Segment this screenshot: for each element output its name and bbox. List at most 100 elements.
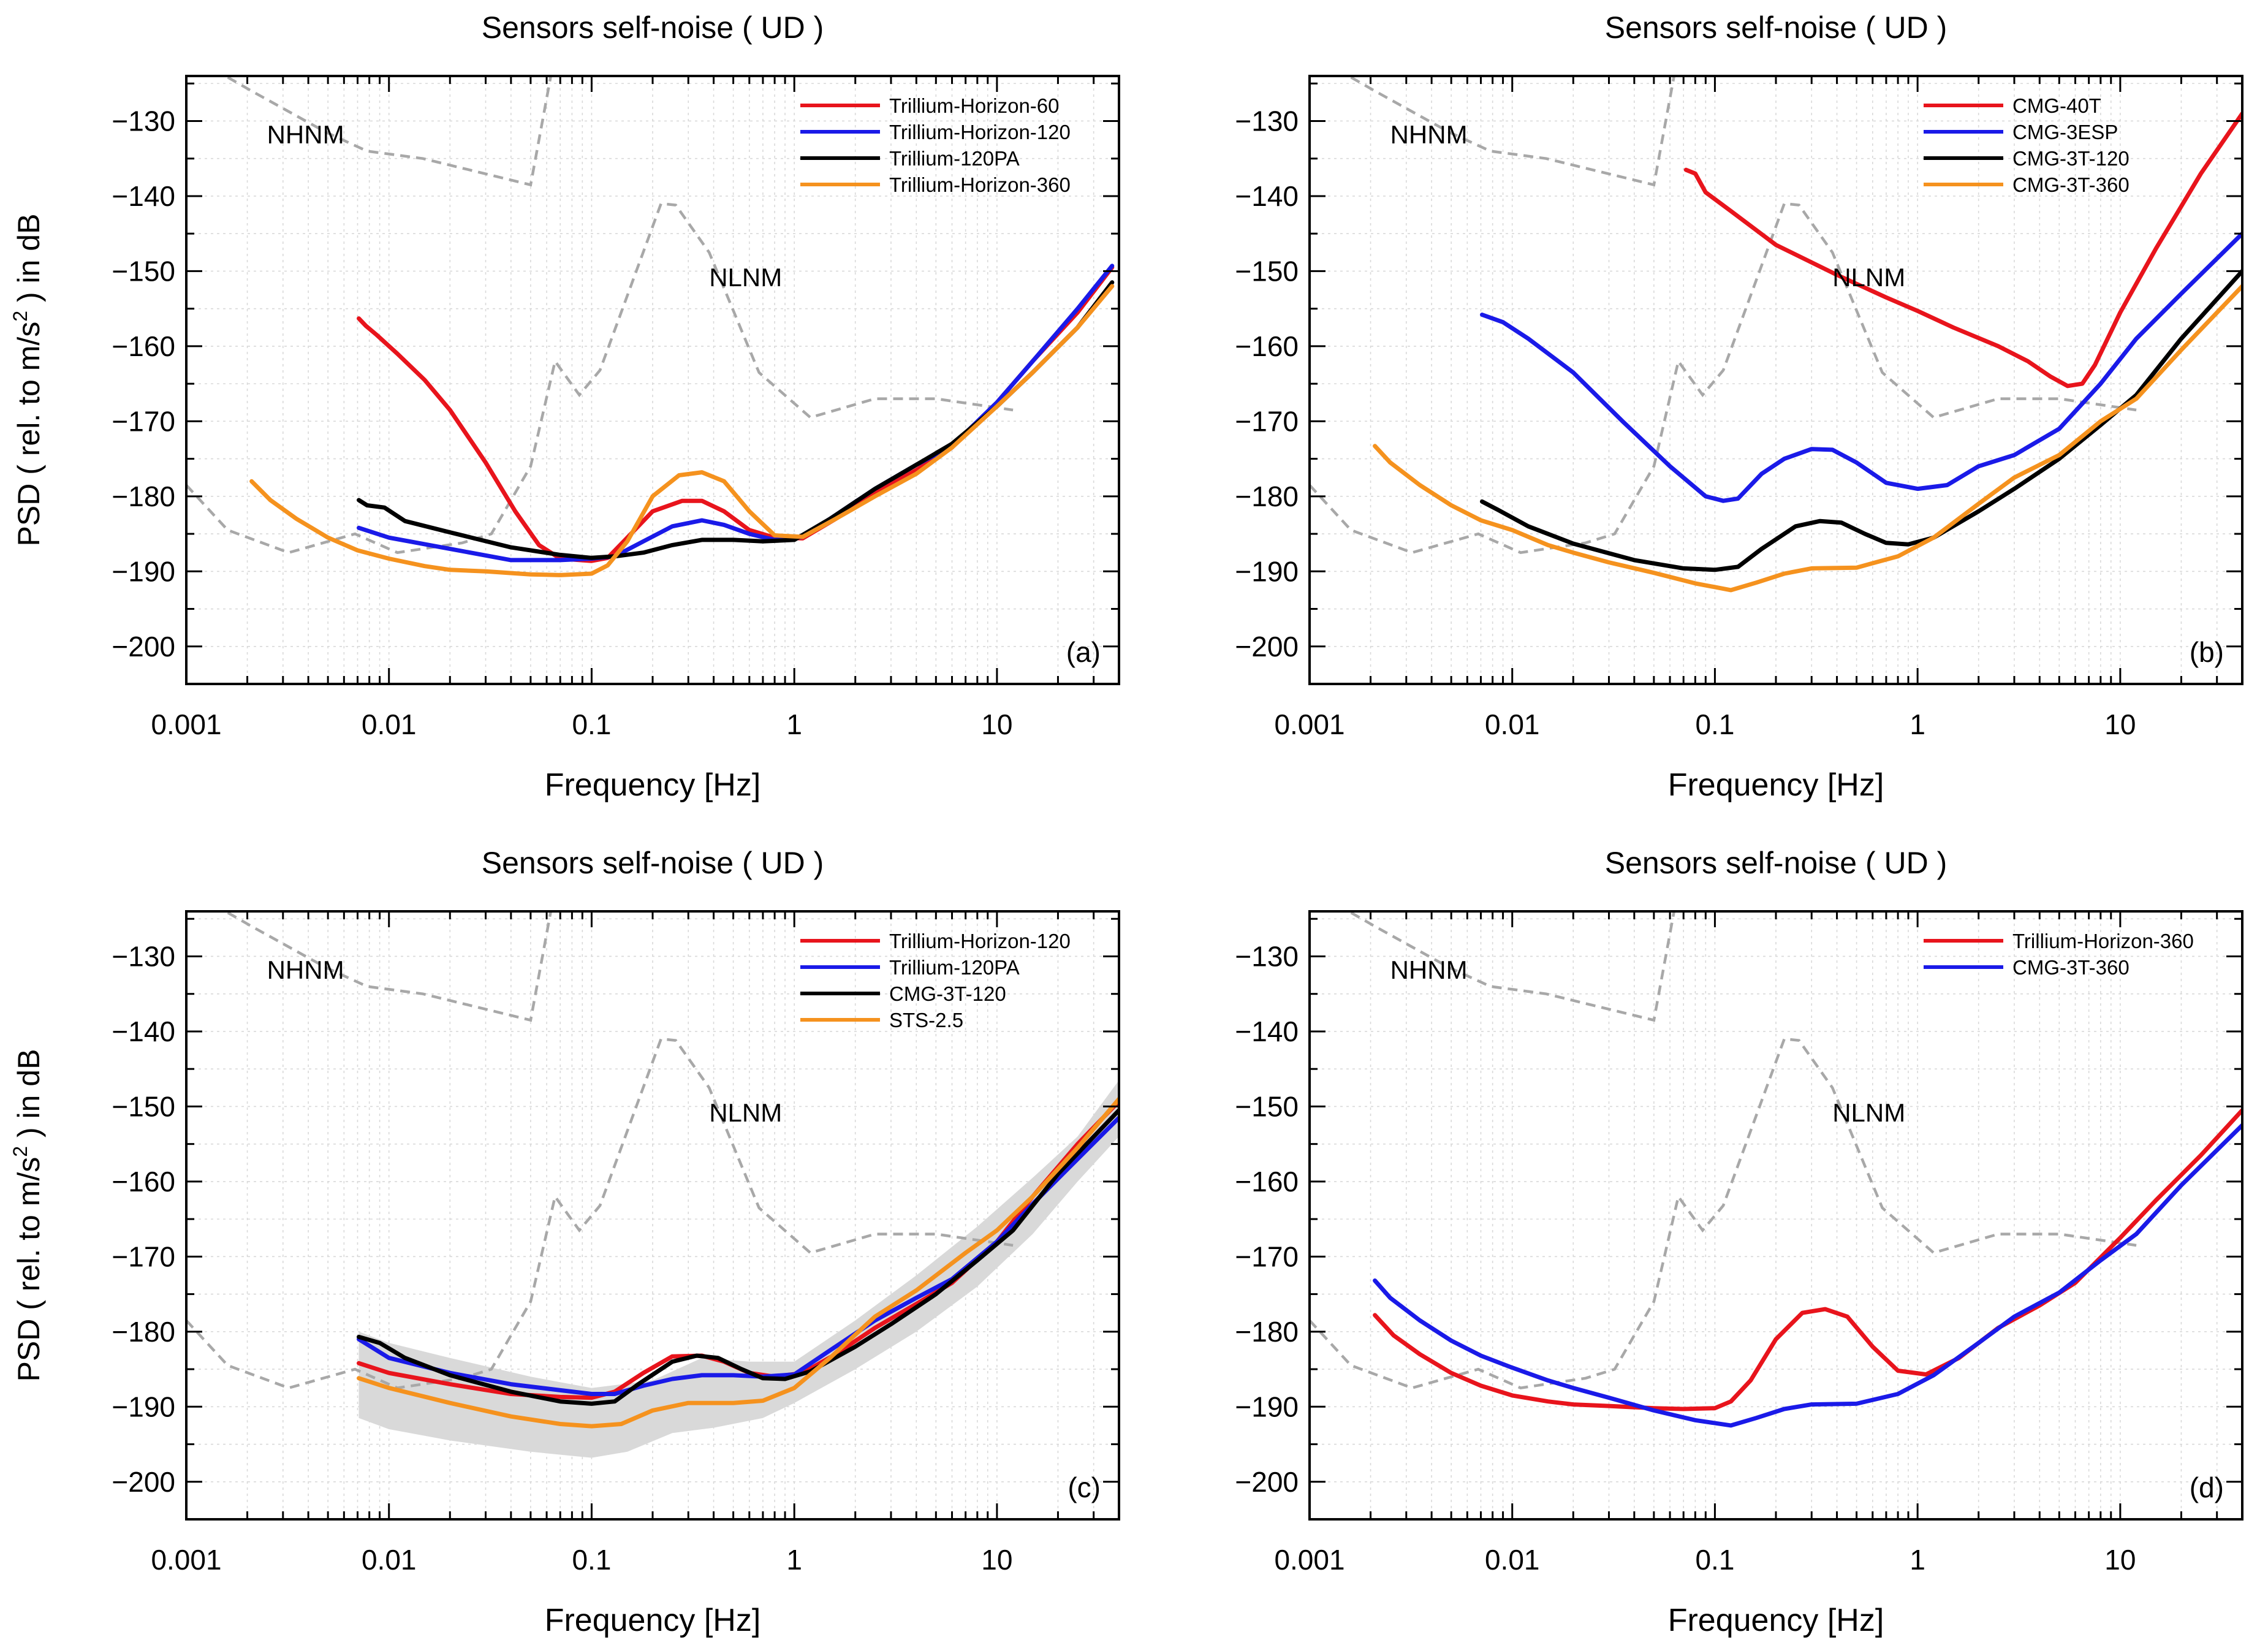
- plot-content: [1310, 76, 2242, 593]
- legend: Trillium-Horizon-60 Trillium-Horizon-120 T…: [800, 94, 1071, 196]
- chart-title: Sensors self-noise ( UD ): [482, 846, 824, 880]
- legend-label-4: Trillium-Horizon-360: [889, 173, 1071, 196]
- legend-label-4: STS-2.5: [889, 1009, 963, 1031]
- nlnm-curve: [1310, 202, 2137, 555]
- x-tick-label: 0.001: [151, 1544, 221, 1576]
- chart-title: Sensors self-noise ( UD ): [1605, 10, 1948, 45]
- chart-title: Sensors self-noise ( UD ): [1605, 846, 1948, 880]
- x-axis-label: Frequency [Hz]: [1668, 1603, 1884, 1638]
- x-tick-label: 0.1: [572, 1544, 611, 1576]
- x-tick-label: 10: [981, 1544, 1012, 1576]
- x-tick-label: 10: [981, 708, 1012, 740]
- y-tick-label: −180: [1235, 1316, 1299, 1348]
- legend: Trillium-Horizon-120 Trillium-120PA CMG-3T…: [800, 930, 1071, 1031]
- y-tick-label: −190: [1235, 1391, 1299, 1422]
- panel-label: (d): [2190, 1471, 2224, 1503]
- series-line-2: [1480, 231, 2242, 503]
- x-axis-label: Frequency [Hz]: [545, 1603, 761, 1638]
- plot-content: [186, 911, 1119, 1458]
- y-tick-label: −190: [1235, 555, 1299, 587]
- series-line-4: [1373, 284, 2242, 593]
- y-tick-label: −150: [1235, 255, 1299, 287]
- nhnm-curve: [222, 911, 553, 1022]
- plot-content: [1310, 911, 2242, 1428]
- x-tick-label: 0.001: [1274, 708, 1344, 740]
- y-axis-label-end: ) in dB: [12, 1049, 46, 1146]
- legend-label-1: Trillium-Horizon-360: [2012, 930, 2194, 952]
- panel-label: (c): [1068, 1471, 1101, 1503]
- legend-label-4: CMG-3T-360: [2012, 173, 2130, 196]
- y-ticks: [1310, 917, 2242, 1483]
- x-axis-label: Frequency [Hz]: [545, 767, 761, 803]
- x-tick-label: 1: [1910, 1544, 1925, 1576]
- y-tick-label: −160: [112, 1166, 175, 1198]
- y-tick-label: −200: [112, 1466, 175, 1498]
- y-axis-label-main: PSD ( rel. to m/s: [12, 1157, 46, 1382]
- chart-panel-b: NHNM NLNM 0.001 0.01 0.1 1 10 −130 −140 −150 −160 −…: [1235, 10, 2243, 803]
- y-tick-label: −140: [112, 1016, 175, 1047]
- y-axis-label: PSD ( rel. to m/s2 ) in dB: [9, 214, 46, 547]
- panel-label: (a): [1066, 636, 1101, 668]
- series-line-1: [1683, 111, 2242, 389]
- legend-label-3: Trillium-120PA: [889, 147, 1020, 170]
- y-tick-label: −200: [1235, 1466, 1299, 1498]
- y-ticks: [186, 917, 1119, 1483]
- y-tick-label: −170: [1235, 1240, 1299, 1272]
- nlnm-label: NLNM: [1832, 263, 1905, 292]
- x-tick-label: 1: [1910, 708, 1925, 740]
- chart-panel-c: NHNM NLNM 0.001 0.01 0.1 1 10 −130 −140 −150 −160 −…: [9, 846, 1120, 1638]
- series-line-4: [357, 1096, 1119, 1429]
- y-tick-label: −170: [112, 405, 175, 437]
- y-ticks: [1310, 82, 2242, 648]
- series-line-3: [357, 280, 1115, 560]
- series-line-3: [1480, 268, 2242, 572]
- y-tick-label: −130: [112, 940, 175, 972]
- legend-label-3: CMG-3T-120: [2012, 147, 2130, 170]
- y-tick-label: −160: [1235, 1166, 1299, 1198]
- y-tick-label: −140: [112, 180, 175, 212]
- grid: [1310, 911, 2242, 1519]
- y-tick-label: −180: [112, 1316, 175, 1348]
- legend: Trillium-Horizon-360 CMG-3T-360: [1924, 930, 2194, 979]
- x-tick-label: 0.1: [1695, 708, 1734, 740]
- x-ticks: [185, 911, 1120, 1519]
- legend-label-1: Trillium-Horizon-60: [889, 94, 1060, 117]
- y-tick-label: −170: [1235, 405, 1299, 437]
- legend-label-1: Trillium-Horizon-120: [889, 930, 1071, 952]
- nhnm-label: NHNM: [1390, 120, 1468, 149]
- x-tick-label: 0.001: [151, 708, 221, 740]
- y-tick-label: −170: [112, 1240, 175, 1272]
- nlnm-label: NLNM: [709, 1098, 782, 1127]
- nhnm-label: NHNM: [1390, 955, 1468, 984]
- series-line-2: [357, 264, 1115, 563]
- x-tick-label: 1: [786, 708, 802, 740]
- x-ticks: [1308, 911, 2243, 1519]
- legend-label-2: CMG-3ESP: [2012, 121, 2118, 143]
- y-ticks: [186, 82, 1119, 648]
- nhnm-curve: [1346, 76, 1676, 187]
- y-tick-label: −150: [112, 255, 175, 287]
- legend: CMG-40T CMG-3ESP CMG-3T-120 CMG-3T-360: [1924, 94, 2130, 196]
- y-tick-label: −130: [1235, 105, 1299, 137]
- y-tick-label: −140: [1235, 1016, 1299, 1047]
- y-tick-label: −190: [112, 555, 175, 587]
- x-tick-label: 10: [2104, 708, 2136, 740]
- x-tick-label: 0.001: [1274, 1544, 1344, 1576]
- x-ticks: [1308, 76, 2243, 684]
- x-ticks: [185, 76, 1120, 684]
- nlnm-curve: [186, 1037, 1014, 1390]
- y-tick-label: −150: [1235, 1090, 1299, 1122]
- x-tick-label: 0.01: [1485, 708, 1540, 740]
- series-line-4: [249, 284, 1115, 577]
- x-tick-label: 0.01: [362, 708, 417, 740]
- chart-title: Sensors self-noise ( UD ): [482, 10, 824, 45]
- x-tick-label: 1: [786, 1544, 802, 1576]
- y-tick-label: −130: [1235, 940, 1299, 972]
- y-axis-label-main: PSD ( rel. to m/s: [12, 322, 46, 547]
- y-tick-label: −160: [1235, 330, 1299, 362]
- series-line-1: [357, 265, 1115, 563]
- y-axis-label-superscript: 2: [9, 311, 31, 322]
- y-axis-label-superscript: 2: [9, 1146, 31, 1157]
- x-axis-label: Frequency [Hz]: [1668, 767, 1884, 803]
